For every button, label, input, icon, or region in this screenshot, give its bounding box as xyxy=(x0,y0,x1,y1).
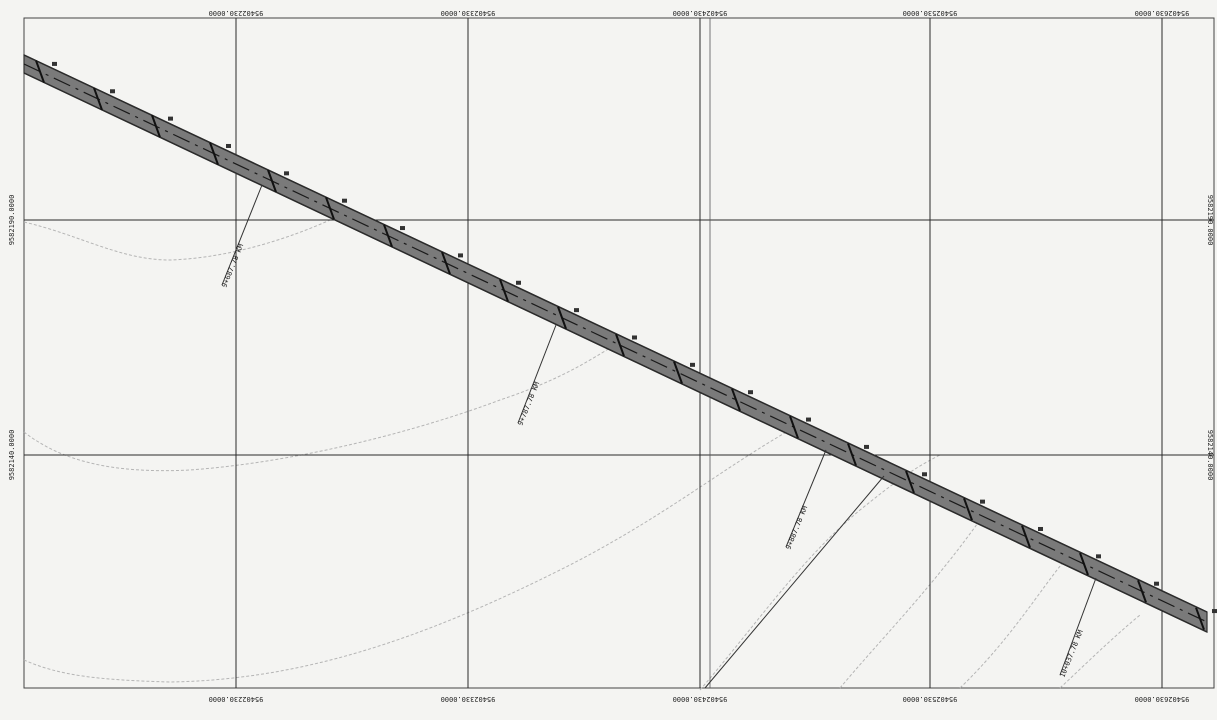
northing-label-right-2: 9582140.0000 xyxy=(1206,430,1214,481)
coordinate-labels-right: 9582190.0000 9582140.0000 xyxy=(1206,195,1214,481)
easting-label-bottom-3: 95402430.0000 xyxy=(673,695,728,703)
road-centerline xyxy=(23,63,1208,623)
coordinate-labels-left: 9582190.0000 9582140.0000 xyxy=(8,195,16,481)
station-mark-6 xyxy=(342,198,347,203)
easting-label-top-5: 95402630.0000 xyxy=(1135,9,1190,17)
station-mark-17 xyxy=(980,499,985,504)
station-labels: 9+687.78 KM 9+787.78 KM 9+887.78 KM 10+0… xyxy=(220,243,1084,679)
station-label-2: 9+787.78 KM xyxy=(516,381,541,427)
easting-label-bottom-4: 95402530.0000 xyxy=(903,695,958,703)
contour-line-5 xyxy=(839,519,981,689)
station-tick-15 xyxy=(847,443,857,466)
contour-line-6 xyxy=(959,559,1066,689)
station-leaders xyxy=(221,184,1097,689)
contour-line-1 xyxy=(23,219,331,261)
coordinate-labels-bottom: 95402230.0000 95402330.0000 95402430.000… xyxy=(209,695,1190,703)
easting-label-top-4: 95402530.0000 xyxy=(903,9,958,17)
northing-label-right-1: 9582190.0000 xyxy=(1206,195,1214,246)
station-mark-7 xyxy=(400,226,405,231)
station-mark-12 xyxy=(690,362,695,367)
station-tick-4 xyxy=(209,142,219,165)
station-tick-8 xyxy=(441,251,451,275)
easting-label-bottom-5: 95402630.0000 xyxy=(1135,695,1190,703)
station-tick-16 xyxy=(905,470,915,494)
station-mark-20 xyxy=(1154,581,1159,586)
station-ticks xyxy=(35,60,1205,631)
station-leader-2 xyxy=(517,324,557,424)
station-mark-4 xyxy=(226,143,231,148)
station-leader-3 xyxy=(785,449,827,548)
contour-line-4 xyxy=(699,454,941,691)
station-leader-5 xyxy=(1059,577,1097,676)
easting-label-top-2: 95402330.0000 xyxy=(441,9,496,17)
station-tick-18 xyxy=(1021,525,1031,548)
station-tick-5 xyxy=(267,169,277,193)
road-edge-top xyxy=(23,54,1208,613)
station-tick-17 xyxy=(963,497,973,521)
station-mark-19 xyxy=(1096,554,1101,559)
station-mark-21 xyxy=(1212,609,1217,614)
station-label-1: 9+687.78 KM xyxy=(220,243,245,289)
station-mark-11 xyxy=(632,335,637,340)
station-mark-16 xyxy=(922,472,927,477)
map-frame xyxy=(23,17,1215,689)
station-mark-8 xyxy=(458,253,463,258)
station-leader-4 xyxy=(704,475,885,689)
northing-label-left-2: 9582140.0000 xyxy=(8,430,16,481)
station-label-3: 9+887.78 KM xyxy=(784,505,809,551)
station-tick-9 xyxy=(499,279,509,302)
coordinate-labels-top: 95402230.0000 95402330.0000 95402430.000… xyxy=(209,9,1190,17)
station-tick-14 xyxy=(789,415,799,439)
station-marks xyxy=(52,61,1217,614)
station-tick-6 xyxy=(325,196,335,220)
station-tick-21 xyxy=(1195,607,1205,631)
station-tick-2 xyxy=(93,87,103,111)
station-mark-5 xyxy=(284,171,289,176)
station-tick-13 xyxy=(731,388,741,412)
northing-label-left-1: 9582190.0000 xyxy=(8,195,16,246)
easting-label-top-3: 95402430.0000 xyxy=(673,9,728,17)
road-edge-bottom xyxy=(23,72,1208,633)
contour-line-3 xyxy=(23,429,791,683)
station-tick-12 xyxy=(673,361,683,384)
station-tick-3 xyxy=(151,114,161,138)
easting-label-top-1: 95402230.0000 xyxy=(209,9,264,17)
station-mark-14 xyxy=(806,417,811,422)
station-mark-1 xyxy=(52,61,57,66)
station-mark-15 xyxy=(864,444,869,449)
station-leader-1 xyxy=(221,184,263,286)
grid-vertical-lines xyxy=(235,18,1163,688)
grid-horizontal-lines xyxy=(24,219,1214,456)
station-tick-1 xyxy=(35,60,45,83)
station-label-4: 10+037.78 KM xyxy=(1058,629,1084,679)
station-tick-11 xyxy=(615,333,625,357)
contour-line-7 xyxy=(1059,614,1141,689)
station-mark-3 xyxy=(168,116,173,121)
station-tick-7 xyxy=(383,224,393,248)
station-mark-9 xyxy=(516,280,521,285)
station-mark-2 xyxy=(110,89,115,94)
station-mark-18 xyxy=(1038,526,1043,531)
easting-label-bottom-1: 95402230.0000 xyxy=(209,695,264,703)
station-tick-20 xyxy=(1137,579,1147,603)
road-corridor[interactable] xyxy=(23,54,1217,633)
easting-label-bottom-2: 95402330.0000 xyxy=(441,695,496,703)
station-tick-10 xyxy=(557,306,567,330)
station-tick-19 xyxy=(1079,552,1089,576)
station-mark-13 xyxy=(748,390,753,395)
station-mark-10 xyxy=(574,308,579,313)
